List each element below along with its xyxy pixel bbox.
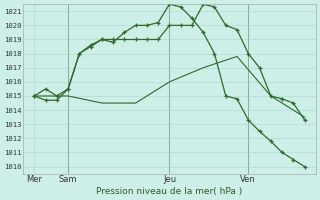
X-axis label: Pression niveau de la mer( hPa ): Pression niveau de la mer( hPa ) xyxy=(96,187,243,196)
